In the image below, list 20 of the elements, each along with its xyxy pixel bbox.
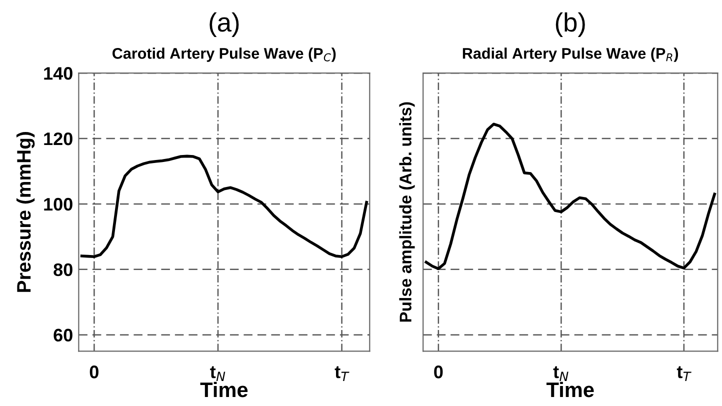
chart-subtitle: Carotid Artery Pulse Wave (P$_{C}$) xyxy=(112,48,336,62)
x-tick-label: t$_{T}$ xyxy=(334,366,350,381)
y-tick-label: 120 xyxy=(44,132,72,146)
y-axis-title: Pulse amplitude (Arb. units) xyxy=(399,102,415,322)
y-tick-label: 80 xyxy=(54,263,72,276)
y-tick-label: 140 xyxy=(44,67,72,80)
x-tick-label: t$_{T}$ xyxy=(676,366,692,381)
x-axis-title: Time xyxy=(546,382,594,398)
chart-title: (a) xyxy=(210,12,239,37)
x-tick-label: 0 xyxy=(90,366,98,378)
x-tick-label: 0 xyxy=(434,366,443,378)
chart-title: (b) xyxy=(556,12,585,37)
y-axis-title: Pressure (mmHg) xyxy=(16,132,35,292)
y-tick-label: 100 xyxy=(44,198,72,211)
line-series xyxy=(80,154,368,258)
chart-subtitle: Radial Artery Pulse Wave (P$_{R}$) xyxy=(462,48,678,62)
y-tick-label: 60 xyxy=(54,328,72,342)
x-axis-title: Time xyxy=(200,382,248,398)
x-tick-label: t$_{N}$ xyxy=(210,366,226,381)
x-tick-label: t$_{N}$ xyxy=(553,366,568,381)
